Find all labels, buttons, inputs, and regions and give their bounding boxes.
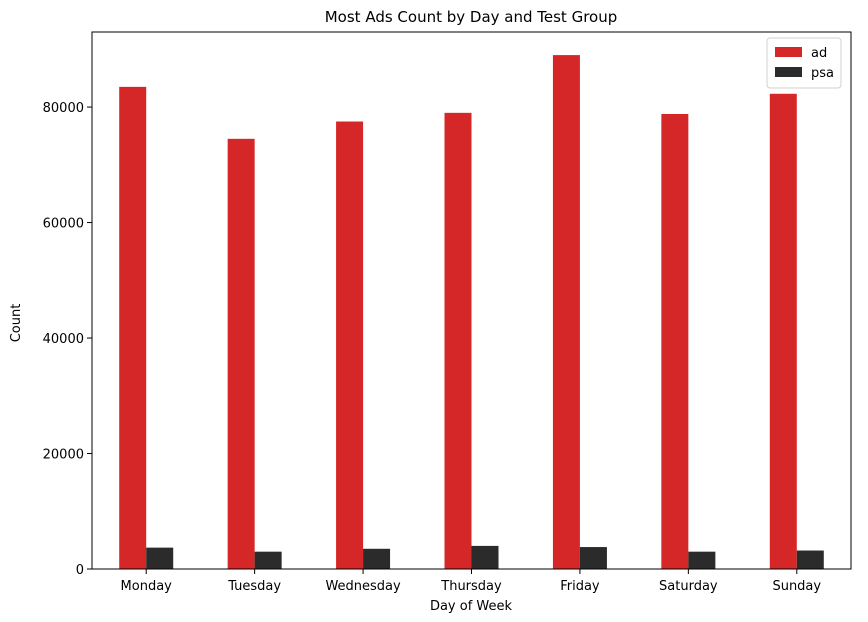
y-tick-label: 0 xyxy=(76,563,84,578)
bar-ad-sunday xyxy=(769,93,797,569)
y-tick-label: 20000 xyxy=(43,448,84,463)
legend-swatch-ad xyxy=(775,47,802,57)
legend-label-ad: ad xyxy=(811,46,827,61)
x-tick-label: Monday xyxy=(121,579,173,594)
bar-psa-friday xyxy=(579,547,607,569)
x-tick-label: Sunday xyxy=(772,579,821,594)
legend-label-psa: psa xyxy=(811,66,834,81)
x-tick-label: Saturday xyxy=(659,579,718,594)
bar-ad-friday xyxy=(552,55,580,569)
x-tick-label: Thursday xyxy=(440,579,502,594)
y-tick-label: 40000 xyxy=(43,332,84,347)
bar-psa-thursday xyxy=(471,545,499,569)
chart-title: Most Ads Count by Day and Test Group xyxy=(325,8,618,26)
bar-ad-monday xyxy=(119,86,147,570)
x-axis-label: Day of Week xyxy=(430,599,513,614)
bar-psa-wednesday xyxy=(363,548,391,569)
bar-ad-saturday xyxy=(661,113,689,570)
bar-ad-tuesday xyxy=(227,138,255,570)
x-tick-label: Friday xyxy=(560,579,600,594)
x-tick-label: Tuesday xyxy=(227,579,281,594)
bar-ad-wednesday xyxy=(336,121,364,569)
y-tick-label: 60000 xyxy=(43,217,84,232)
bar-ad-thursday xyxy=(444,112,472,569)
x-tick-label: Wednesday xyxy=(325,579,401,594)
bar-psa-saturday xyxy=(688,551,716,569)
y-tick-label: 80000 xyxy=(43,101,84,116)
y-axis-label: Count xyxy=(9,304,24,343)
bar-psa-monday xyxy=(146,547,174,569)
bar-psa-sunday xyxy=(796,550,824,569)
plot-area: 0 20000 40000 60000 80000 Monday Tuesday Wednes… xyxy=(43,31,852,594)
bar-psa-tuesday xyxy=(254,551,282,569)
legend-swatch-psa xyxy=(775,67,802,77)
